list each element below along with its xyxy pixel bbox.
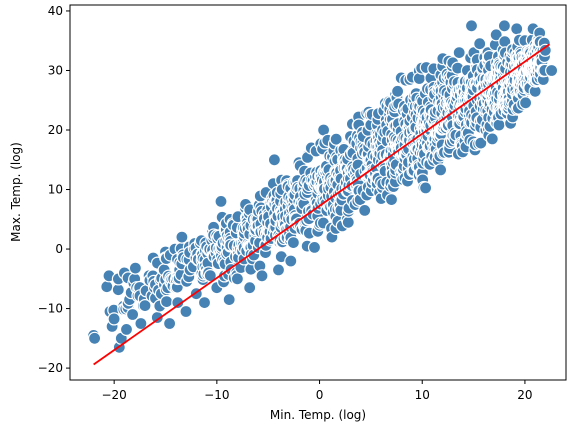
regression-line (93, 43, 551, 366)
data-point (384, 193, 399, 207)
x-tick-label: 10 (415, 388, 430, 402)
y-tick-label: 20 (48, 123, 63, 137)
data-point (243, 281, 257, 295)
data-point (419, 181, 433, 195)
data-point (307, 240, 322, 254)
data-point (214, 194, 228, 208)
data-point (341, 215, 355, 229)
data-point (100, 280, 114, 294)
data-point (518, 96, 533, 110)
data-point (464, 19, 479, 33)
x-tick-label: 0 (316, 388, 324, 402)
data-point (138, 299, 152, 313)
data-point (163, 316, 177, 331)
data-point (284, 254, 298, 268)
x-tick-label: 20 (517, 388, 532, 402)
data-point (474, 136, 488, 150)
data-point (255, 269, 269, 283)
data-point (358, 203, 372, 217)
data-point (391, 84, 405, 98)
data-point (497, 19, 511, 33)
x-axis-ticks: −20 −10 0 10 20 (101, 380, 533, 402)
data-point (510, 22, 524, 36)
data-point (473, 37, 487, 51)
y-tick-label: −20 (38, 361, 63, 375)
data-point (197, 296, 212, 310)
data-point (485, 132, 499, 146)
data-point (452, 45, 466, 60)
y-tick-label: 40 (48, 4, 63, 18)
data-point (544, 63, 559, 78)
data-point (222, 293, 236, 307)
y-tick-label: −10 (38, 302, 63, 316)
y-tick-label: 30 (48, 63, 63, 77)
data-point (286, 236, 300, 250)
y-tick-label: 0 (55, 242, 63, 256)
data-point (179, 304, 193, 319)
regression-line-layer (93, 43, 551, 366)
data-point (126, 307, 140, 322)
data-point (489, 28, 503, 42)
data-point (230, 272, 244, 286)
data-point (171, 296, 185, 310)
y-tick-label: 10 (48, 183, 63, 197)
data-point (160, 295, 174, 309)
data-point (538, 43, 552, 57)
data-point (119, 322, 134, 336)
data-point (128, 261, 142, 275)
data-point (271, 263, 286, 277)
data-point (434, 163, 448, 177)
data-point (175, 230, 189, 244)
y-axis-title: Max. Temp. (log) (9, 142, 23, 242)
data-point (329, 132, 343, 146)
data-point (267, 153, 281, 167)
data-point (107, 312, 121, 326)
data-point (134, 316, 148, 331)
data-point (111, 283, 125, 297)
y-axis-ticks: −20 −10 0 10 20 30 40 (38, 4, 70, 375)
data-point (492, 118, 506, 132)
plot-frame (69, 4, 567, 381)
x-axis-title: Min. Temp. (log) (270, 408, 366, 422)
x-tick-label: −20 (101, 388, 126, 402)
data-point (87, 331, 102, 345)
x-tick-label: −10 (204, 388, 229, 402)
